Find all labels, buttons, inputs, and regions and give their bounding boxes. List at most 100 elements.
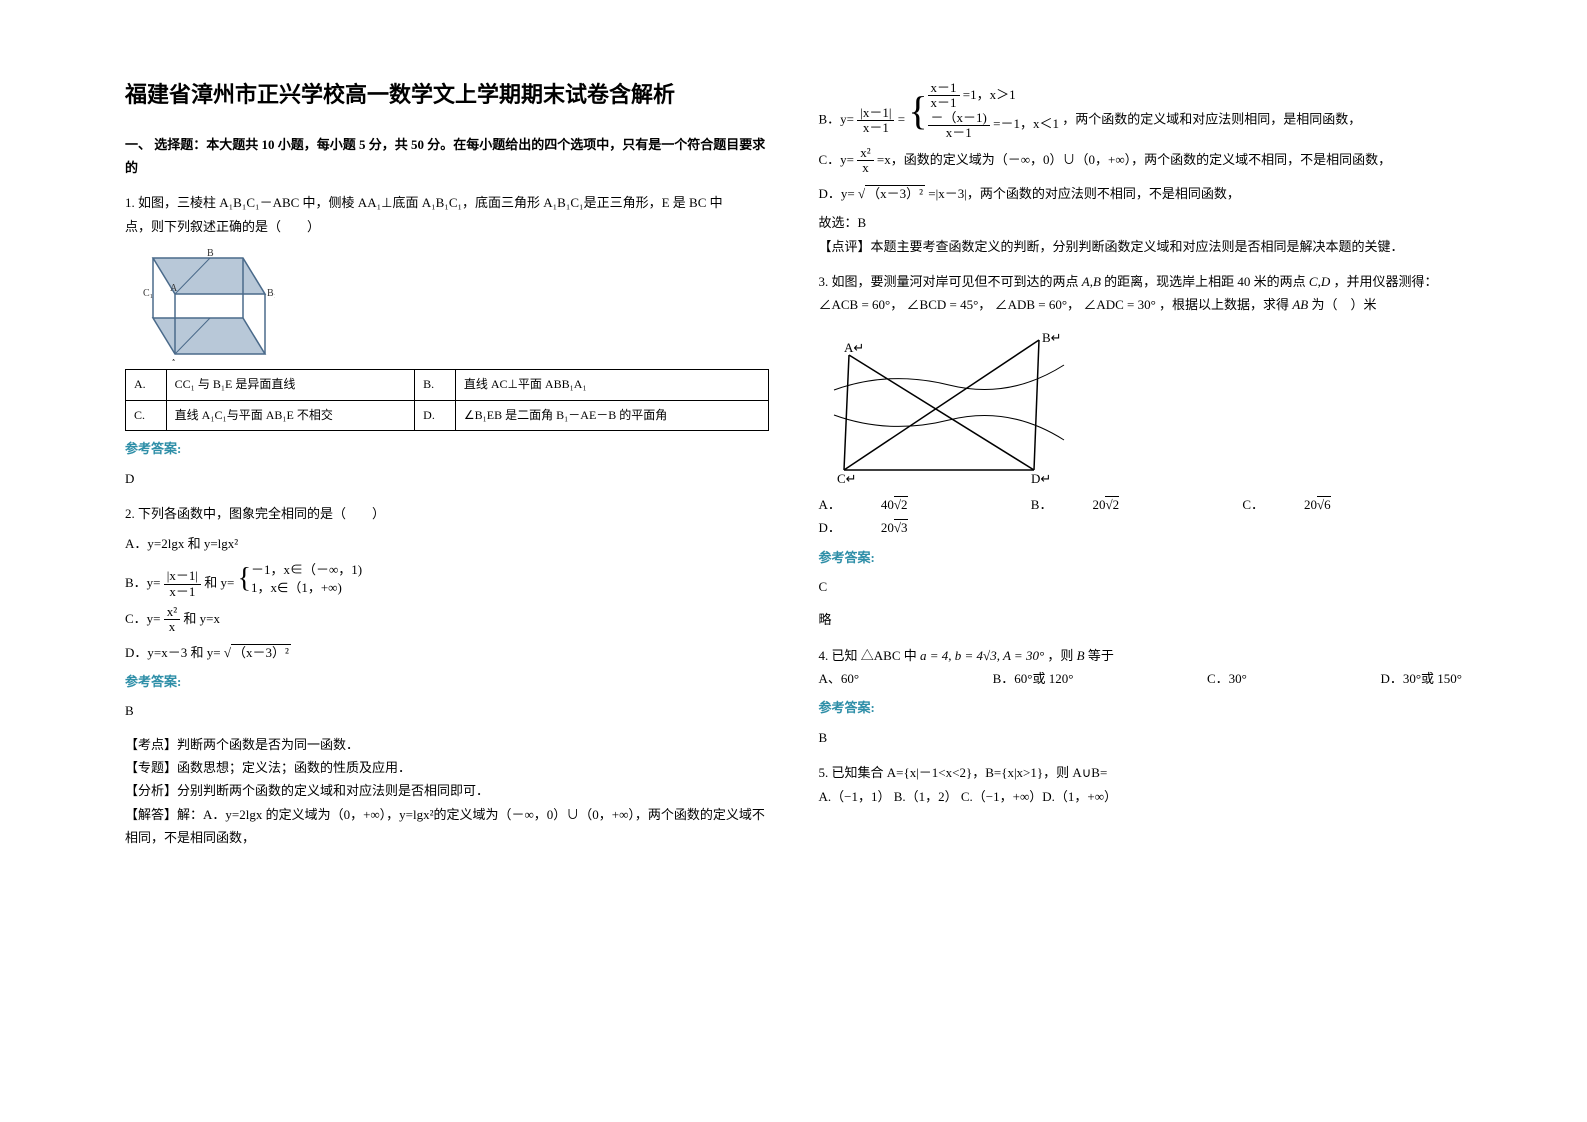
p2r-optC-den: x [857,161,873,175]
p3-cC: C．20√6 [1242,497,1410,512]
p3-ang1: ∠ACB = 60° [819,297,891,312]
p2-optC-post: 和 y=x [183,611,220,626]
left-brace-icon: { [238,565,251,593]
p4-cond: a = 4, b = 4√3, A = 30° [920,648,1044,663]
p3-ang2: ∠BCD = 45° [907,297,979,312]
p2r-optC-post: =x，函数的定义域为（－∞，0）∪（0，+∞），两个函数的定义域不相同，不是相同… [877,152,1391,167]
svg-text:D↵: D↵ [1031,471,1051,485]
problem-1: 1. 如图，三棱柱 A₁B₁C₁－ABC 中，侧棱 AA₁⊥底面 A₁B₁C₁，… [125,191,769,490]
p2r-optB-eq: = [898,112,905,127]
p3cD-v: 20√3 [881,520,948,535]
answer-label-3: 参考答案: [819,546,1463,569]
p2r-optB-den: x－1 [857,121,894,135]
problem-5: 5. 已知集合 A={x|－1<x<2}，B={x|x>1}，则 A∪B= A.… [819,761,1463,808]
p2r-brace: { x－1 x－1 =1，x＞1 －（x－1) x－1 [908,81,1059,140]
p3cB-pre: B． [1031,497,1053,512]
p2-analysis-2: 【专题】函数思想；定义法；函数的性质及应用． [125,756,769,779]
p4-optA: A、60° [819,667,860,690]
choice-D: ∠B₁EB 是二面角 B₁－AE－B 的平面角 [455,400,768,431]
problem-1-choice-table: A. CC₁ 与 B₁E 是异面直线 B. 直线 AC⊥平面 ABB₁A₁ C.… [125,369,769,431]
choice-label-B: B. [415,370,456,401]
p4-tb: 中 [904,648,917,663]
prism-diagram: C₁ B A B₁ A₁ [125,246,275,361]
b2f2d: x－1 [928,126,990,140]
p3-tc: ，并用仪器测得： [1333,274,1437,289]
p2-optB-mid: 和 y= [204,575,234,590]
p2-optB-frac: |x－1| x－1 [164,569,201,599]
brace2-line1: x－1 x－1 =1，x＞1 [928,87,1016,102]
answer-2: B [125,699,769,722]
problem-2-continued: B．y= |x－1| x－1 = { x－1 x－1 =1，x＞1 [819,81,1463,258]
p2r-pick: 故选：B [819,211,1463,234]
p3cB-v: 20√2 [1092,497,1159,512]
p4-optB: B．60°或 120° [993,667,1074,690]
svg-text:A↵: A↵ [844,340,864,355]
p3-td: ，根据以上数据，求得 [1159,297,1289,312]
p3cA-pre: A． [819,497,841,512]
brace-content-2: x－1 x－1 =1，x＞1 －（x－1) x－1 =－1，x＜1 [928,81,1059,140]
choice-A: CC₁ 与 B₁E 是异面直线 [166,370,415,401]
b2l1t: =1，x＞1 [963,87,1016,102]
p2r-optD-sqrt: （x－3）² [865,185,925,201]
p3-AB2: AB [1292,297,1308,312]
problem-3: 3. 如图，要测量河对岸可见但不可到达的两点 A,B 的距离，现选岸上相距 40… [819,270,1463,632]
problem-4: 4. 已知 △ABC 中 a = 4, b = 4√3, A = 30° ，则 … [819,644,1463,750]
left-brace-icon-2: { [908,91,927,131]
problem-1-line-b: 点，则下列叙述正确的是（ ） [125,215,769,238]
answer-3: C [819,575,1463,598]
p2r-optC-num: x² [857,146,873,161]
problem-2: 2. 下列各函数中，图象完全相同的是（ ） A．y=2lgx 和 y=lgx² … [125,502,769,850]
p2r-optC-pre: C．y= [819,152,855,167]
svg-text:C↵: C↵ [837,471,857,485]
p2-optD: D．y=x－3 和 y= √（x－3）² [125,641,769,664]
p4-optC: C．30° [1207,667,1247,690]
problem-1-line-a: 1. 如图，三棱柱 A₁B₁C₁－ABC 中，侧棱 AA₁⊥底面 A₁B₁C₁，… [125,191,769,214]
p3-ta: 3. 如图，要测量河对岸可见但不可到达的两点 [819,274,1079,289]
brace2-frac1: x－1 x－1 [928,81,960,111]
p2-optB-den: x－1 [164,585,201,599]
p2-optD-sqrt: （x－3）² [231,644,291,660]
b2f1n: x－1 [928,81,960,96]
problem-1-figure: C₁ B A B₁ A₁ [125,246,769,361]
p2r-optD: D．y= √（x－3）² =|x－3|，两个函数的对应法则不相同，不是相同函数， [819,182,1463,205]
choice-label-D: D. [415,400,456,431]
p2-analysis-1: 【考点】判断两个函数是否为同一函数． [125,733,769,756]
p3cC-pre: C． [1242,497,1264,512]
p2-optB-brace: { －1，x∈（－∞，1) 1，x∈（1，+∞) [238,561,363,597]
p2-optC-pre: C．y= [125,611,161,626]
answer-label-2: 参考答案: [125,670,769,693]
choice-label-C: C. [126,400,167,431]
left-column: 福建省漳州市正兴学校高一数学文上学期期末试卷含解析 一、 选择题：本大题共 10… [100,75,794,1082]
p4-td: 等于 [1088,648,1114,663]
p3cA-v: 40√2 [881,497,948,512]
problem-4-text: 4. 已知 △ABC 中 a = 4, b = 4√3, A = 30° ，则 … [819,644,1463,667]
brace-line2: 1，x∈（1，+∞) [251,580,342,595]
brace-line1: －1，x∈（－∞，1) [251,562,362,577]
p4-B: B [1077,648,1085,663]
p4-tri: △ABC [861,648,901,663]
right-column: B．y= |x－1| x－1 = { x－1 x－1 =1，x＞1 [794,75,1488,1082]
answer-label-1: 参考答案: [125,437,769,460]
p2-optA: A．y=2lgx 和 y=lgx² [125,532,769,555]
problem-3-text: 3. 如图，要测量河对岸可见但不可到达的两点 A,B 的距离，现选岸上相距 40… [819,270,1463,317]
p2r-optB-post: ，两个函数的定义域和对应法则相同，是相同函数， [1062,112,1361,127]
p3-choices: A． 40√2 B． 20√2 C．20√6 D． 20√3 [819,493,1463,540]
p2r-optB-num: |x－1| [857,106,894,121]
p2r-optC: C．y= x² x =x，函数的定义域为（－∞，0）∪（0，+∞），两个函数的定… [819,146,1463,176]
p3-cA: A． 40√2 [819,497,988,512]
svg-text:B↵: B↵ [1042,330,1062,345]
p2-analysis-4: 【解答】解：A．y=2lgx 的定义域为（0，+∞），y=lgx²的定义域为（－… [125,803,769,850]
p3cD-pre: D． [819,520,841,535]
p2r-optD-pre: D．y= [819,186,855,201]
svg-text:B₁: B₁ [267,288,275,299]
problem-5-opts: A.（−1，1） B.（1，2） C.（−1，+∞）D.（1，+∞） [819,785,1463,808]
p3-ang4: ∠ADC = 30° [1083,297,1155,312]
p3-cD: D． 20√3 [819,520,988,535]
p3-slight: 略 [819,608,1463,631]
p2-optC-frac: x² x [164,605,180,635]
p4-ta: 4. 已知 [819,648,858,663]
answer-4: B [819,726,1463,749]
p3-te: 为（ ）米 [1311,297,1376,312]
p2r-optB: B．y= |x－1| x－1 = { x－1 x－1 =1，x＞1 [819,81,1463,140]
answer-1: D [125,467,769,490]
